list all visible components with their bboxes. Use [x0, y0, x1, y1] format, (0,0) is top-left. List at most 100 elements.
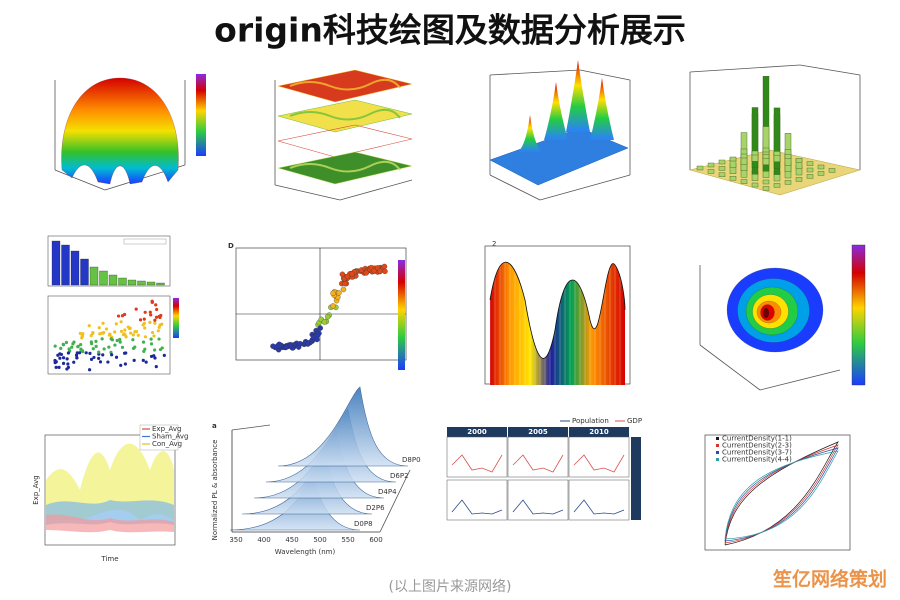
scatter-point [102, 330, 106, 335]
column-header [508, 427, 568, 437]
axis-line [489, 69, 581, 76]
axis-line [579, 69, 631, 81]
series-line [512, 454, 564, 473]
scatter-point [124, 351, 128, 355]
scatter-point [72, 360, 76, 364]
scatter-point [160, 346, 164, 350]
scatter-point [363, 270, 370, 276]
series-line [573, 454, 625, 473]
frame [507, 479, 569, 521]
label: D0P8 [354, 520, 373, 528]
scatter-point [143, 310, 147, 314]
bar-3d [773, 183, 781, 188]
label: Exp_Avg [32, 475, 40, 504]
scatter-point [54, 365, 58, 369]
bar-3d [762, 154, 770, 159]
bar-3d [751, 182, 759, 188]
frame [568, 436, 630, 478]
label: D6P2 [390, 472, 409, 480]
bar-3d [762, 179, 770, 185]
scatter-point [152, 354, 156, 358]
scatter-point [344, 273, 351, 280]
bar [156, 282, 165, 286]
scatter-point [160, 322, 164, 326]
scatter-point [94, 339, 98, 343]
scatter-point [66, 351, 71, 355]
side-bar [631, 437, 641, 520]
axis-line [379, 469, 411, 533]
bar-3d [718, 166, 726, 171]
peak [590, 78, 614, 140]
label: Sham_Avg [152, 433, 188, 441]
bar-3d [729, 175, 737, 181]
scatter-point [283, 344, 289, 350]
frame [47, 295, 171, 375]
loop [724, 444, 839, 544]
column-label: 2010 [589, 428, 609, 436]
scatter-point [270, 343, 276, 349]
scatter-point [153, 318, 157, 322]
label: 550 [341, 536, 354, 544]
scatter-point [61, 343, 66, 347]
label: 450 [285, 536, 298, 544]
scatter-point [123, 362, 127, 366]
scatter-point [142, 349, 146, 354]
bar-3d [762, 147, 770, 153]
axis-line [274, 184, 341, 201]
scatter-point [162, 353, 166, 357]
legend-marker [716, 451, 719, 454]
scatter-point [119, 320, 123, 324]
scatter-point [152, 334, 156, 338]
axis-line [759, 369, 841, 391]
label: D [228, 242, 234, 250]
layer-relief [289, 78, 401, 91]
scatter-point [81, 332, 85, 336]
colorbar [398, 260, 405, 370]
bar-3d [707, 162, 715, 168]
scatter-point [87, 324, 91, 328]
scatter-point [58, 356, 62, 360]
scatter-point [53, 344, 57, 348]
layer [277, 99, 413, 133]
scatter-point [78, 331, 82, 335]
bar-3d [773, 107, 781, 169]
scatter-point [377, 268, 383, 275]
loop [724, 441, 839, 546]
label: Wavelength (nm) [275, 548, 336, 556]
scatter-point [89, 340, 93, 344]
label: 350 [229, 536, 242, 544]
scatter-point [305, 341, 311, 347]
bar-3d [817, 164, 825, 170]
scatter-point [65, 357, 69, 361]
label: 2 [492, 240, 496, 248]
scatter-point [131, 338, 135, 342]
scatter-point [113, 343, 117, 347]
colorbar [851, 244, 866, 386]
label: Con_Avg [152, 440, 182, 448]
peak-area [277, 386, 409, 467]
bar [108, 274, 118, 286]
label: 600 [369, 536, 382, 544]
scatter-point [143, 335, 148, 339]
bar-3d [795, 157, 803, 163]
series-line [512, 499, 564, 515]
label: CurrentDensity(2-3) [722, 442, 792, 450]
bar-3d [718, 159, 726, 165]
scatter-point [70, 345, 74, 349]
frame [44, 434, 176, 546]
scatter-point [314, 332, 320, 339]
label: a [212, 422, 217, 430]
layer [277, 124, 413, 158]
scatter-point [336, 290, 342, 296]
legend-marker [716, 437, 719, 440]
layer [277, 151, 413, 185]
scatter-point [128, 326, 132, 331]
scatter-point [138, 318, 143, 322]
scatter-point [349, 271, 355, 277]
scatter-point [132, 358, 136, 362]
scatter-point [107, 345, 111, 349]
scatter-point [134, 307, 138, 311]
scatter-point [116, 314, 121, 318]
bar-3d [740, 153, 748, 159]
